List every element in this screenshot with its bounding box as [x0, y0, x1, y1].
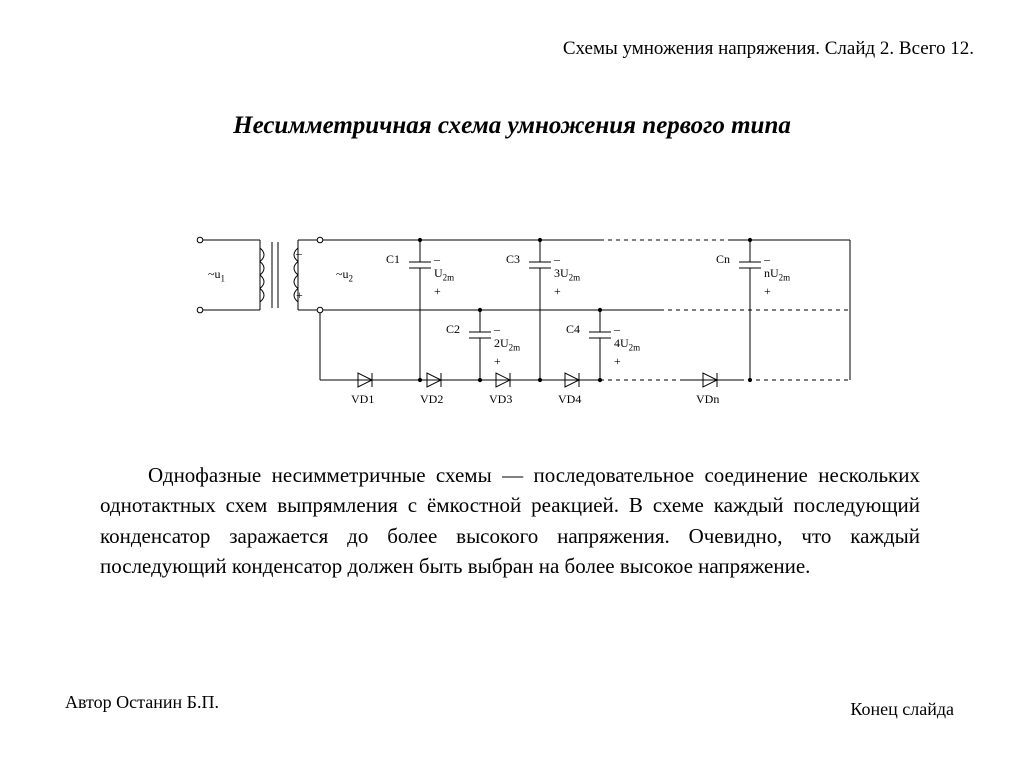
diagram-label: –: [296, 246, 302, 261]
diagram-label: C3: [506, 252, 520, 267]
diagram-label: VD3: [489, 392, 512, 407]
diagram-label: Cn: [716, 252, 730, 267]
diagram-label: VDn: [696, 392, 719, 407]
diagram-label: –: [434, 252, 440, 267]
diagram-label: +: [434, 284, 441, 299]
diagram-label: –: [494, 322, 500, 337]
diagram-label: 4U2m: [614, 336, 640, 352]
body-span: Однофазные несимметричные схемы — послед…: [100, 463, 920, 578]
diagram-label: +: [494, 354, 501, 369]
diagram-label: +: [296, 288, 303, 303]
diagram-label: ~u1: [208, 267, 225, 283]
author: Автор Останин Б.П.: [65, 692, 219, 713]
diagram-label: +: [554, 284, 561, 299]
slide-header: Схемы умножения напряжения. Слайд 2. Все…: [563, 38, 974, 60]
diagram-label: –: [614, 322, 620, 337]
diagram-label: VD2: [420, 392, 443, 407]
diagram-label: ~u2: [336, 267, 353, 283]
diagram-label: +: [764, 284, 771, 299]
diagram-label: C1: [386, 252, 400, 267]
diagram-label: 3U2m: [554, 266, 580, 282]
diagram-label: VD4: [558, 392, 581, 407]
diagram-label: C4: [566, 322, 580, 337]
diagram-label: nU2m: [764, 266, 790, 282]
diagram-label: –: [764, 252, 770, 267]
diagram-label: C2: [446, 322, 460, 337]
circuit-diagram: ~u1–+~u2C1–U2m+C3–3U2m+Cn–nU2m+C2–2U2m+C…: [170, 210, 854, 410]
diagram-label: 2U2m: [494, 336, 520, 352]
body-text: Однофазные несимметричные схемы — послед…: [100, 460, 920, 582]
diagram-label: +: [614, 354, 621, 369]
end-slide: Конец слайда: [850, 699, 954, 720]
diagram-label: U2m: [434, 266, 454, 282]
page-title: Несимметричная схема умножения первого т…: [0, 112, 1024, 140]
diagram-label: VD1: [351, 392, 374, 407]
diagram-label: –: [554, 252, 560, 267]
